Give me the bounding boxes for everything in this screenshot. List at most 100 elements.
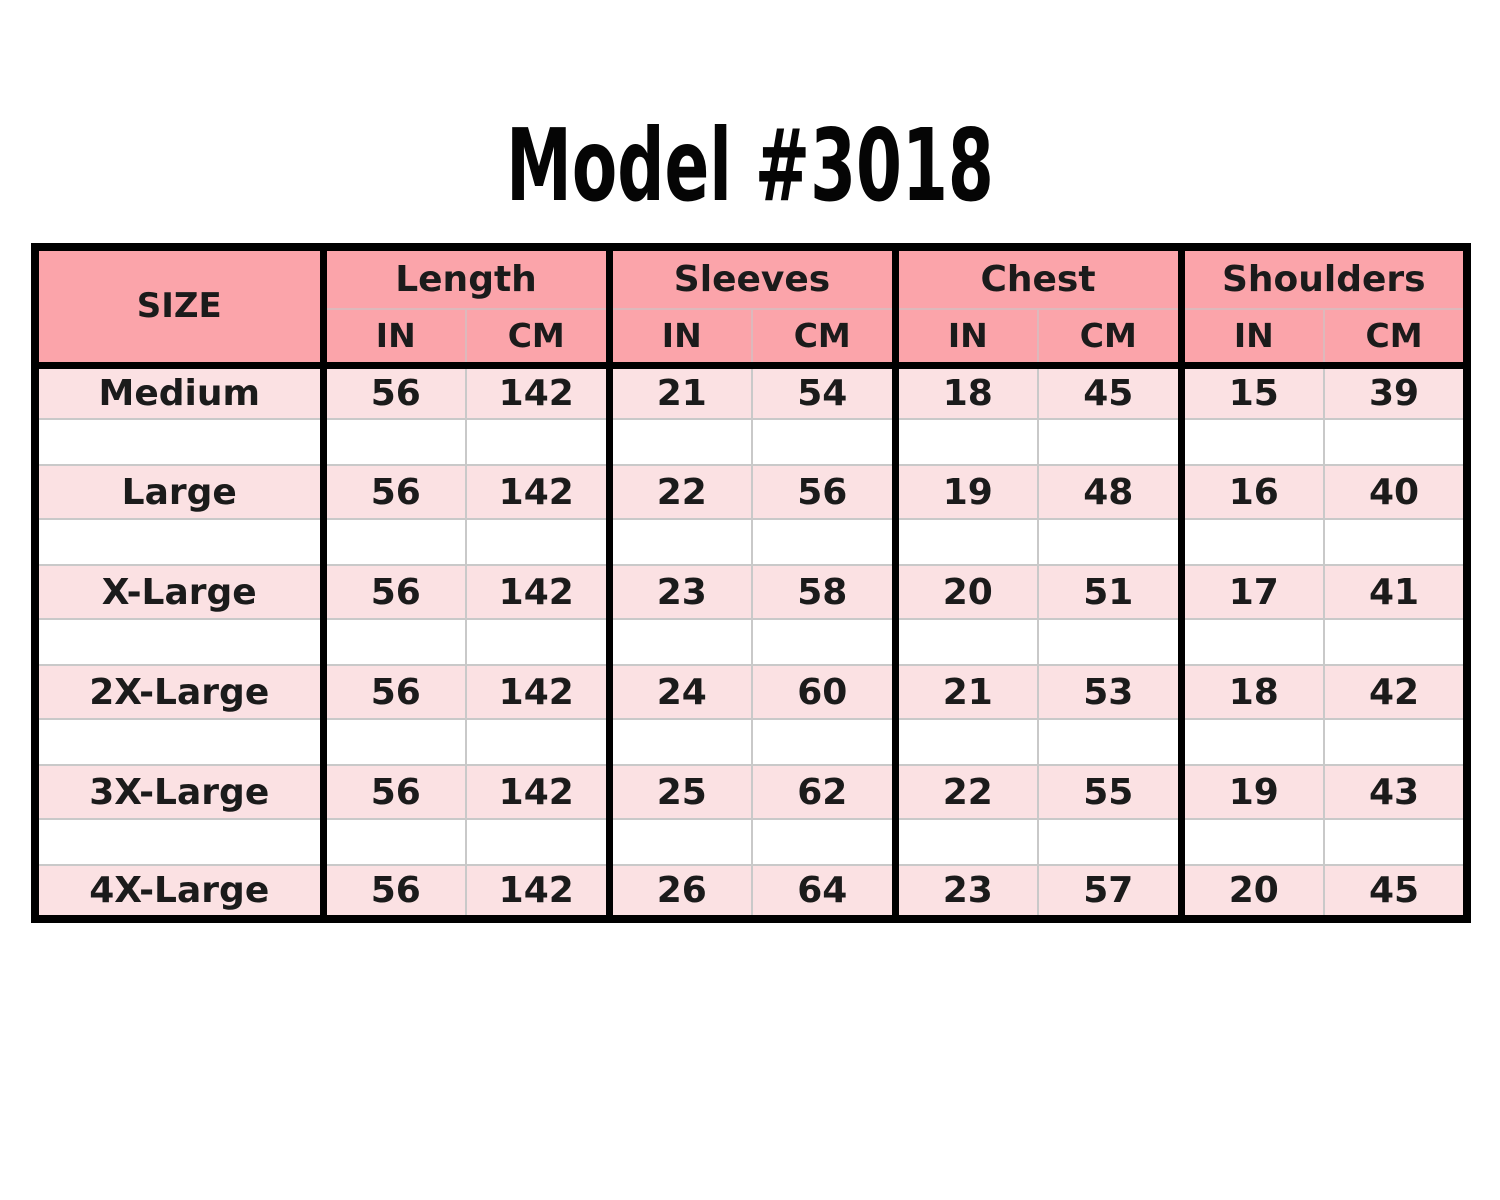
spacer-cell (1323, 518, 1469, 566)
measurement-cell: 56 (750, 464, 897, 520)
measurement-cell: 142 (465, 564, 610, 620)
measurement-cell: 142 (465, 664, 610, 720)
measurement-cell: 16 (1177, 464, 1326, 520)
size-row: 3X-Large 56 142 25 62 22 55 19 43 (34, 764, 1469, 820)
size-row: X-Large 56 142 23 58 20 51 17 41 (34, 564, 1469, 620)
measurement-cell: 62 (750, 764, 897, 820)
unit-header-shoulders-in: IN (1177, 308, 1326, 369)
measurement-cell: 142 (465, 864, 610, 920)
spacer-cell (319, 618, 467, 666)
spacer-cell (1323, 818, 1469, 866)
measurement-cell: 18 (891, 364, 1040, 420)
unit-header-chest-cm: CM (1037, 308, 1183, 369)
unit-header-sleeves-cm: CM (750, 308, 897, 369)
spacer-cell (891, 618, 1040, 666)
measurement-cell: 23 (891, 864, 1040, 920)
spacer-cell (605, 818, 753, 866)
measurement-cell: 24 (605, 664, 753, 720)
measurement-cell: 142 (465, 464, 610, 520)
measurement-cell: 22 (605, 464, 753, 520)
size-row: Medium 56 142 21 54 18 45 15 39 (34, 364, 1469, 420)
measurement-cell: 56 (319, 364, 467, 420)
spacer-cell (34, 618, 324, 666)
column-group-header-chest: Chest (891, 246, 1183, 310)
spacer-row (34, 418, 1469, 466)
spacer-cell (1323, 418, 1469, 466)
spacer-cell (319, 818, 467, 866)
spacer-cell (605, 518, 753, 566)
page-title: Model #3018 (506, 107, 994, 224)
spacer-cell (34, 418, 324, 466)
measurement-cell: 51 (1037, 564, 1183, 620)
spacer-cell (891, 518, 1040, 566)
size-chart-table: SIZE Length Sleeves Chest Shoulders IN C… (31, 243, 1472, 923)
spacer-cell (1323, 618, 1469, 666)
measurement-cell: 48 (1037, 464, 1183, 520)
measurement-cell: 58 (750, 564, 897, 620)
spacer-cell (605, 618, 753, 666)
size-row: 2X-Large 56 142 24 60 21 53 18 42 (34, 664, 1469, 720)
measurement-cell: 42 (1323, 664, 1469, 720)
unit-header-shoulders-cm: CM (1323, 308, 1469, 369)
measurement-cell: 56 (319, 464, 467, 520)
spacer-cell (465, 818, 610, 866)
column-header-size: SIZE (34, 246, 324, 369)
size-name-cell: 3X-Large (34, 764, 324, 820)
spacer-cell (891, 818, 1040, 866)
measurement-cell: 45 (1323, 864, 1469, 920)
spacer-cell (34, 718, 324, 766)
measurement-cell: 21 (605, 364, 753, 420)
spacer-cell (1037, 718, 1183, 766)
spacer-cell (1177, 718, 1326, 766)
spacer-cell (1037, 518, 1183, 566)
measurement-cell: 43 (1323, 764, 1469, 820)
size-name-cell: 4X-Large (34, 864, 324, 920)
measurement-cell: 56 (319, 764, 467, 820)
spacer-cell (319, 518, 467, 566)
measurement-cell: 54 (750, 364, 897, 420)
spacer-cell (891, 718, 1040, 766)
spacer-cell (465, 718, 610, 766)
measurement-cell: 19 (1177, 764, 1326, 820)
measurement-cell: 18 (1177, 664, 1326, 720)
column-group-header-shoulders: Shoulders (1177, 246, 1469, 310)
spacer-row (34, 618, 1469, 666)
measurement-cell: 20 (891, 564, 1040, 620)
unit-header-sleeves-in: IN (605, 308, 753, 369)
spacer-cell (1323, 718, 1469, 766)
header-unit-row: IN CM IN CM IN CM IN CM (35, 308, 1469, 369)
unit-header-length-cm: CM (465, 308, 610, 369)
measurement-cell: 57 (1037, 864, 1183, 920)
size-table-body: Medium 56 142 21 54 18 45 15 39 Large 56 142 22 56 19 4… (34, 364, 1469, 920)
size-name-cell: X-Large (34, 564, 324, 620)
size-row: Large 56 142 22 56 19 48 16 40 (34, 464, 1469, 520)
spacer-cell (605, 718, 753, 766)
measurement-cell: 19 (891, 464, 1040, 520)
measurement-cell: 45 (1037, 364, 1183, 420)
spacer-cell (750, 818, 897, 866)
spacer-cell (465, 418, 610, 466)
measurement-cell: 20 (1177, 864, 1326, 920)
spacer-cell (319, 418, 467, 466)
spacer-cell (1037, 418, 1183, 466)
spacer-row (34, 818, 1469, 866)
spacer-cell (1177, 618, 1326, 666)
measurement-cell: 60 (750, 664, 897, 720)
measurement-cell: 56 (319, 564, 467, 620)
measurement-cell: 39 (1323, 364, 1469, 420)
spacer-cell (1177, 518, 1326, 566)
measurement-cell: 26 (605, 864, 753, 920)
measurement-cell: 56 (319, 664, 467, 720)
spacer-cell (1037, 618, 1183, 666)
measurement-cell: 142 (465, 364, 610, 420)
measurement-cell: 23 (605, 564, 753, 620)
table-header: SIZE Length Sleeves Chest Shoulders IN C… (34, 246, 1469, 369)
spacer-cell (750, 718, 897, 766)
column-group-header-length: Length (319, 246, 610, 310)
spacer-cell (750, 418, 897, 466)
spacer-cell (750, 518, 897, 566)
unit-header-length-in: IN (319, 308, 467, 369)
spacer-cell (465, 518, 610, 566)
measurement-cell: 53 (1037, 664, 1183, 720)
